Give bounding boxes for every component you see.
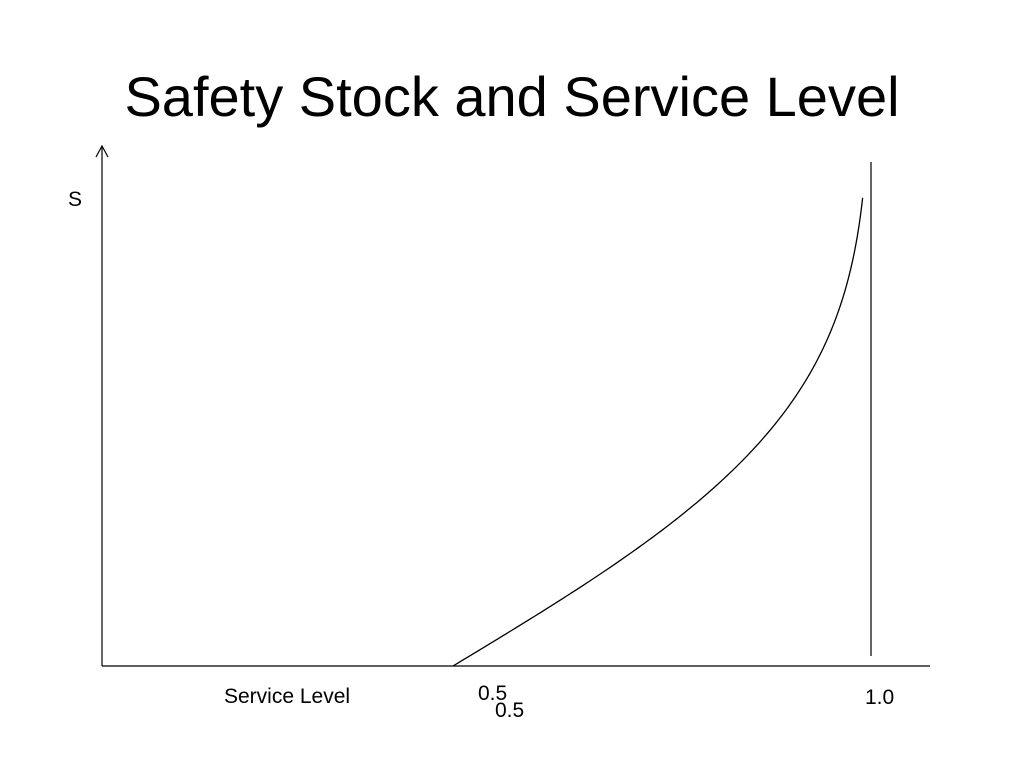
x-tick-label-0-5-upper: 0.5 [478,682,507,705]
x-tick-label-0-5-lower: 0.5 [495,699,524,722]
x-tick-label-1-0: 1.0 [865,686,894,709]
y-axis-label: S [68,188,82,211]
safety-stock-curve [452,197,864,667]
slide-title: Safety Stock and Service Level [124,65,900,128]
y-axis-arrowhead [95,144,109,158]
x-axis-label: Service Level [224,685,350,708]
